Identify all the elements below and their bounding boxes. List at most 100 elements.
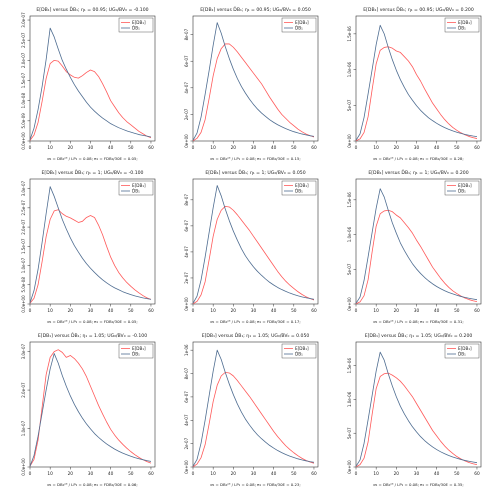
chart-footer: σ₁ = DB₀¹³ / LP₁ = 0.08; π₁ = FDB₀/30E =… <box>210 482 300 487</box>
y-tick-label: 8e-07 <box>184 28 189 40</box>
x-tick-label: 0 <box>192 308 195 314</box>
x-tick-label: 50 <box>291 145 297 151</box>
legend-label: D̂B₁ <box>295 189 303 194</box>
x-tick-label: 40 <box>271 145 277 151</box>
x-tick-label: 0 <box>29 308 32 314</box>
x-tick-label: 50 <box>128 308 134 314</box>
y-tick-label: 6e-07 <box>184 220 189 232</box>
x-tick-label: 20 <box>231 471 237 477</box>
chart-panel-7: E[DB₁] versus D̂B₁; η₁ = 1.05; UG₀/BV₀ =… <box>21 332 156 487</box>
y-tick-label: 3.0e-07 <box>21 343 26 359</box>
x-tick-label: 30 <box>414 145 420 151</box>
y-tick-label: 3.0e-07 <box>21 180 26 196</box>
x-tick-label: 30 <box>88 471 94 477</box>
legend: E[DB₁]D̂B₁ <box>444 343 480 359</box>
x-tick-label: 0 <box>355 471 358 477</box>
x-tick-label: 20 <box>394 471 400 477</box>
x-tick-label: 20 <box>68 308 74 314</box>
series-estimate-line <box>192 185 315 304</box>
y-tick-label: 2e-07 <box>184 272 189 284</box>
legend-label: E[DB₁] <box>295 183 309 188</box>
x-tick-label: 30 <box>251 471 257 477</box>
chart-panel-8: E[DB₁] versus D̂B₁; η₁ = 1.05; UG₀/BV₀ =… <box>184 332 319 487</box>
y-tick-label: 6e-07 <box>184 391 189 403</box>
x-tick-label: 10 <box>373 471 379 477</box>
chart-footer: σ₁ = DB₀¹³ / LP₁ = 0.08; π₁ = FDB₀/30E =… <box>373 156 463 161</box>
plot-frame <box>29 178 156 305</box>
legend-box <box>281 343 317 359</box>
y-tick-label: 0.0e+00 <box>21 295 26 313</box>
y-tick-label: 2.0e-07 <box>21 52 26 68</box>
y-tick-label: 8e-07 <box>184 194 189 206</box>
series-expected-line <box>355 372 478 468</box>
x-tick-label: 60 <box>474 145 480 151</box>
plot-frame <box>355 15 482 142</box>
y-tick-label: 0e+00 <box>184 460 189 474</box>
chart-title: E[DB₁] versus D̂B₁; η₁ = 00.95; UG₀/BV₀ … <box>36 6 148 13</box>
chart-panel-6: E[DB₁] versus D̂B₁; η₁ = 1; UG₀/BV₀ = 0.… <box>347 169 482 324</box>
chart-panel-5: E[DB₁] versus D̂B₁; η₁ = 1; UG₀/BV₀ = 0.… <box>184 169 319 324</box>
chart-panel-4: E[DB₁] versus D̂B₁; η₁ = 1; UG₀/BV₀ = -0… <box>21 169 156 324</box>
series-estimate-line <box>29 27 152 140</box>
chart-footer: σ₁ = DB₀¹³ / LP₁ = 0.08; π₁ = FDB₀/30E =… <box>373 482 463 487</box>
y-tick-label: 5.0e-09 <box>21 113 26 129</box>
y-tick-label: 1.0e-07 <box>21 257 26 273</box>
legend: E[DB₁]D̂B₁ <box>281 17 317 33</box>
legend-label: E[DB₁] <box>458 20 472 25</box>
legend-box <box>281 17 317 33</box>
y-tick-label: 0e+00 <box>184 297 189 311</box>
legend: E[DB₁]D̂B₁ <box>281 180 317 196</box>
x-tick-label: 60 <box>474 308 480 314</box>
legend: E[DB₁]D̂B₁ <box>444 17 480 33</box>
chart-title: E[DB₁] versus D̂B₁; η₁ = 1.05; UG₀/BV₀ =… <box>202 332 310 339</box>
y-tick-label: 1.5e-06 <box>347 358 352 374</box>
plot-frame <box>29 341 156 468</box>
y-tick-label: 1.0e-08 <box>21 93 26 109</box>
x-tick-label: 50 <box>454 308 460 314</box>
x-tick-label: 50 <box>454 145 460 151</box>
y-tick-label: 1.0e-06 <box>347 391 352 407</box>
x-tick-label: 50 <box>291 471 297 477</box>
series-expected-line <box>29 349 152 467</box>
series-estimate-line <box>355 188 478 304</box>
series-estimate-line <box>355 24 478 141</box>
plot-frame <box>29 15 156 142</box>
legend-label: E[DB₁] <box>132 183 146 188</box>
x-tick-label: 20 <box>68 145 74 151</box>
y-tick-label: 4e-07 <box>184 414 189 426</box>
legend-label: D̂B₁ <box>132 189 140 194</box>
series-expected-line <box>29 59 152 141</box>
chart-panel-1: E[DB₁] versus D̂B₁; η₁ = 00.95; UG₀/BV₀ … <box>21 6 156 161</box>
x-tick-label: 40 <box>434 145 440 151</box>
x-tick-label: 50 <box>291 308 297 314</box>
plot-frame <box>355 341 482 468</box>
legend-label: D̂B₁ <box>458 189 466 194</box>
legend-box <box>118 17 154 33</box>
legend-label: D̂B₁ <box>458 352 466 357</box>
x-tick-label: 10 <box>47 145 53 151</box>
x-tick-label: 30 <box>88 145 94 151</box>
y-tick-label: 4e-07 <box>184 82 189 94</box>
series-expected-line <box>355 46 478 142</box>
x-tick-label: 30 <box>251 145 257 151</box>
legend-label: E[DB₁] <box>132 346 146 351</box>
x-tick-label: 50 <box>454 471 460 477</box>
chart-title: E[DB₁] versus D̂B₁; η₁ = 1; UG₀/BV₀ = 0.… <box>368 169 468 176</box>
y-tick-label: 0.0e+00 <box>21 132 26 150</box>
x-tick-label: 10 <box>210 471 216 477</box>
legend: E[DB₁]D̂B₁ <box>281 343 317 359</box>
x-tick-label: 40 <box>271 308 277 314</box>
chart-footer: σ₁ = DB₀¹³ / LP₁ = 0.08; π₁ = FDB₀/30E =… <box>47 482 137 487</box>
y-tick-label: 5e-07 <box>347 427 352 439</box>
series-estimate-line <box>29 186 152 303</box>
y-tick-label: 1.5e-06 <box>347 26 352 42</box>
x-tick-label: 10 <box>210 145 216 151</box>
legend-label: D̂B₁ <box>295 26 303 31</box>
x-tick-label: 30 <box>88 308 94 314</box>
x-tick-label: 0 <box>192 145 195 151</box>
legend: E[DB₁]D̂B₁ <box>118 180 154 196</box>
y-tick-label: 1.0e-06 <box>347 226 352 242</box>
y-tick-label: 0e+00 <box>347 134 352 148</box>
x-tick-label: 40 <box>434 471 440 477</box>
